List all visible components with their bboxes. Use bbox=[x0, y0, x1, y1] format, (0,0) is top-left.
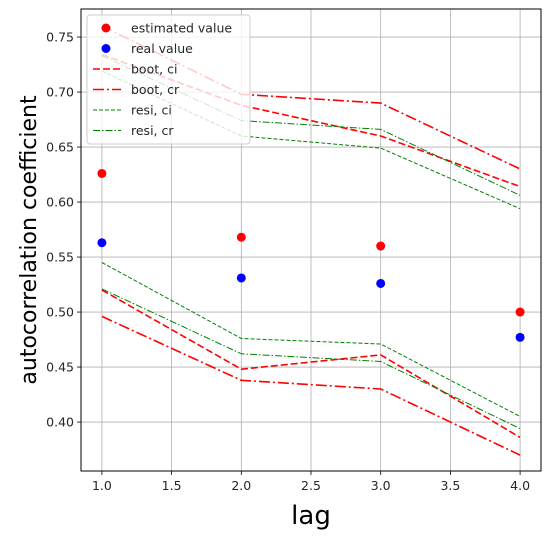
y-tick-label: 0.60 bbox=[46, 195, 74, 210]
legend-box bbox=[86, 14, 251, 145]
y-tick-label: 0.40 bbox=[46, 415, 74, 430]
data-points bbox=[97, 168, 525, 342]
point-estimated-value bbox=[236, 232, 246, 242]
point-estimated-value bbox=[376, 241, 386, 251]
x-tick-label: 1.5 bbox=[162, 478, 182, 493]
series-line-boot-ci-lower bbox=[101, 289, 521, 439]
y-tick-label: 0.50 bbox=[46, 305, 74, 320]
series-line-resi-cr-lower bbox=[101, 288, 521, 430]
grid bbox=[81, 9, 541, 471]
x-tick-label: 2.5 bbox=[301, 478, 321, 493]
point-real-value bbox=[236, 273, 246, 283]
series-line-resi-ci-lower bbox=[101, 262, 521, 417]
legend-label-resi-cr: resi, cr bbox=[131, 123, 174, 138]
point-real-value bbox=[515, 332, 525, 342]
point-real-value bbox=[97, 238, 107, 248]
point-real-value bbox=[376, 278, 386, 288]
x-tick-label: 4.0 bbox=[510, 478, 530, 493]
legend-label-boot-cr: boot, cr bbox=[131, 82, 180, 97]
x-tick-label: 2.0 bbox=[231, 478, 251, 493]
y-tick-label: 0.45 bbox=[46, 360, 74, 375]
y-tick-label: 0.75 bbox=[46, 30, 74, 45]
x-tick-label: 3.5 bbox=[440, 478, 460, 493]
point-estimated-value bbox=[515, 307, 525, 317]
legend-marker-real-value bbox=[101, 44, 111, 53]
axis-ticks: 1.0 1.5 2.0 2.5 3.0 3.5 4.0 0.40 0.45 0.50 0.55 0.6… bbox=[46, 30, 530, 493]
x-tick-label: 1.0 bbox=[92, 478, 112, 493]
y-tick-label: 0.65 bbox=[46, 140, 74, 155]
legend-label-estimated-value: estimated value bbox=[131, 21, 232, 36]
legend-label-boot-ci: boot, ci bbox=[131, 62, 177, 77]
x-tick-label: 3.0 bbox=[371, 478, 391, 493]
legend-label-real-value: real value bbox=[131, 41, 193, 56]
y-axis-label: autocorrelation coefficient bbox=[17, 95, 42, 385]
x-axis-label: lag bbox=[291, 501, 331, 531]
legend-marker-estimated-value bbox=[101, 23, 111, 33]
y-tick-label: 0.70 bbox=[46, 85, 74, 100]
legend: estimated value real value boot, ci boot, c… bbox=[86, 14, 251, 145]
point-estimated-value bbox=[97, 168, 107, 178]
series-line-boot-cr-lower bbox=[101, 315, 521, 456]
y-tick-label: 0.55 bbox=[46, 250, 74, 265]
legend-label-resi-ci: resi, ci bbox=[131, 103, 172, 118]
series-line-resi-ci-upper bbox=[101, 70, 521, 210]
